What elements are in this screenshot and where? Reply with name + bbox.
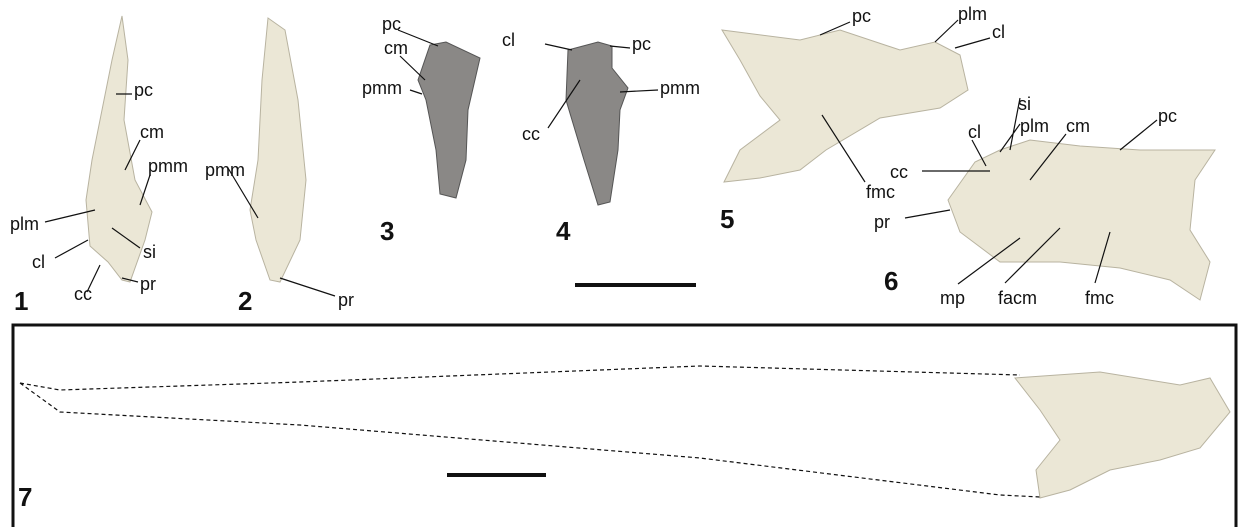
label: pmm xyxy=(148,156,188,176)
label: fmc xyxy=(1085,288,1114,308)
label: cm xyxy=(140,122,164,142)
panel-number: 2 xyxy=(238,286,252,316)
label: pr xyxy=(140,274,156,294)
specimen-2 xyxy=(250,18,306,282)
label: mp xyxy=(940,288,965,308)
label: cc xyxy=(890,162,908,182)
specimen-3 xyxy=(418,42,480,198)
panel-number: 6 xyxy=(884,266,898,296)
panel-number: 1 xyxy=(14,286,28,316)
specimen-6 xyxy=(948,140,1215,300)
label: pc xyxy=(852,6,871,26)
panel-number: 3 xyxy=(380,216,394,246)
panel-number: 4 xyxy=(556,216,571,246)
panel-number: 5 xyxy=(720,204,734,234)
label: pc xyxy=(632,34,651,54)
label: cm xyxy=(1066,116,1090,136)
specimen-7 xyxy=(1015,372,1230,498)
label: pc xyxy=(382,14,401,34)
panel-number: 7 xyxy=(18,482,32,512)
label: cm xyxy=(384,38,408,58)
label: pc xyxy=(134,80,153,100)
label: pmm xyxy=(205,160,245,180)
label: cl xyxy=(968,122,981,142)
label: cl xyxy=(32,252,45,272)
label: cc xyxy=(522,124,540,144)
label: plm xyxy=(10,214,39,234)
label: pc xyxy=(1158,106,1177,126)
dashed-outline xyxy=(20,366,1040,497)
label: cl xyxy=(502,30,515,50)
label: cc xyxy=(74,284,92,304)
label: fmc xyxy=(866,182,895,202)
label: pr xyxy=(874,212,890,232)
label: pmm xyxy=(362,78,402,98)
label: cl xyxy=(992,22,1005,42)
label: si xyxy=(143,242,156,262)
figure: 1pccmpmmplmclsiccpr2pmmpr3pccmpmm4clpcpm… xyxy=(0,0,1238,527)
specimen-5 xyxy=(722,30,968,182)
label: facm xyxy=(998,288,1037,308)
label: pr xyxy=(338,290,354,310)
label: si xyxy=(1018,94,1031,114)
specimen-4 xyxy=(566,42,628,205)
label: plm xyxy=(958,4,987,24)
label: pmm xyxy=(660,78,700,98)
label: plm xyxy=(1020,116,1049,136)
